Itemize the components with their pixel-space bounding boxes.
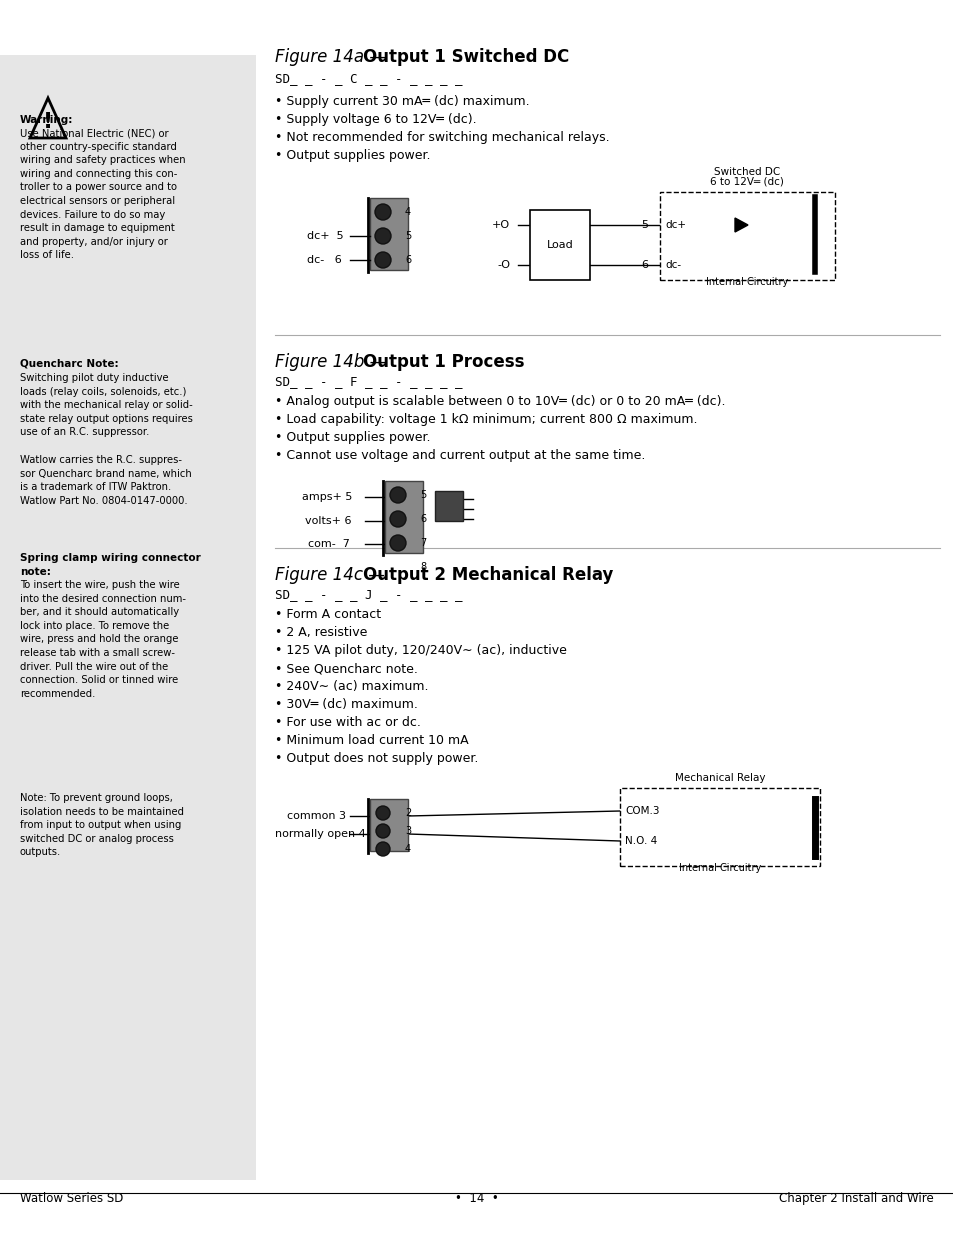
Text: com-  7: com- 7: [308, 538, 350, 550]
Text: • Output does not supply power.: • Output does not supply power.: [274, 752, 477, 764]
Text: 4: 4: [405, 207, 411, 217]
Text: dc-: dc-: [664, 261, 680, 270]
Text: common 3: common 3: [287, 811, 346, 821]
Text: Switched DC: Switched DC: [713, 167, 780, 177]
Text: 5: 5: [419, 490, 426, 500]
Text: amps+ 5: amps+ 5: [302, 492, 352, 501]
Circle shape: [375, 204, 391, 220]
Text: Figure 14a —: Figure 14a —: [274, 48, 391, 65]
Text: SD_ _ - _ C _ _ - _ _ _ _: SD_ _ - _ C _ _ - _ _ _ _: [274, 72, 462, 85]
Text: Output 2 Mechanical Relay: Output 2 Mechanical Relay: [363, 566, 613, 584]
Text: dc+  5: dc+ 5: [307, 231, 343, 241]
Text: normally open 4: normally open 4: [274, 829, 365, 839]
Bar: [385, 480, 422, 553]
Bar: [619, 788, 820, 866]
Circle shape: [375, 228, 391, 245]
Circle shape: [390, 487, 406, 503]
Text: N.O. 4: N.O. 4: [624, 836, 657, 846]
Text: 3: 3: [405, 826, 411, 836]
Text: • 30V═ (dc) maximum.: • 30V═ (dc) maximum.: [274, 698, 417, 711]
Circle shape: [390, 535, 406, 551]
Text: 8: 8: [419, 562, 426, 572]
Text: 4: 4: [405, 844, 411, 853]
Text: volts+ 6: volts+ 6: [305, 516, 351, 526]
Text: Switching pilot duty inductive
loads (relay coils, solenoids, etc.)
with the mec: Switching pilot duty inductive loads (re…: [20, 373, 193, 437]
Text: • Minimum load current 10 mA: • Minimum load current 10 mA: [274, 734, 468, 747]
Text: • Cannot use voltage and current output at the same time.: • Cannot use voltage and current output …: [274, 450, 644, 462]
Text: Output 1 Switched DC: Output 1 Switched DC: [363, 48, 569, 65]
Text: Figure 14b —: Figure 14b —: [274, 353, 391, 370]
Text: Note: To prevent ground loops,
isolation needs to be maintained
from input to ou: Note: To prevent ground loops, isolation…: [20, 793, 184, 857]
Text: 5: 5: [405, 231, 411, 241]
Text: Load: Load: [546, 240, 573, 249]
Circle shape: [375, 842, 390, 856]
Circle shape: [390, 511, 406, 527]
Text: 2: 2: [405, 808, 411, 818]
Bar: [659, 191, 834, 280]
Text: • Output supplies power.: • Output supplies power.: [274, 149, 430, 162]
Text: 7: 7: [419, 538, 426, 548]
Circle shape: [375, 252, 391, 268]
Text: Internal Circuitry: Internal Circuitry: [705, 277, 787, 287]
Text: dc-   6: dc- 6: [307, 254, 341, 266]
Circle shape: [375, 806, 390, 820]
Text: • Not recommended for switching mechanical relays.: • Not recommended for switching mechanic…: [274, 131, 609, 144]
Text: 6 to 12V═ (dc): 6 to 12V═ (dc): [709, 177, 783, 186]
Text: Quencharc Note:: Quencharc Note:: [20, 358, 118, 368]
Text: •  14  •: • 14 •: [455, 1192, 498, 1205]
Text: Use National Electric (NEC) or
other country-specific standard
wiring and safety: Use National Electric (NEC) or other cou…: [20, 128, 186, 261]
Circle shape: [375, 824, 390, 839]
Text: Watlow Series SD: Watlow Series SD: [20, 1192, 123, 1205]
Bar: [435, 492, 462, 521]
Text: Watlow carries the R.C. suppres-
sor Quencharc brand name, which
is a trademark : Watlow carries the R.C. suppres- sor Que…: [20, 454, 192, 506]
Text: Figure 14c —: Figure 14c —: [274, 566, 390, 584]
Bar: [530, 210, 589, 280]
Text: • 125 VA pilot duty, 120/240V∼ (ac), inductive: • 125 VA pilot duty, 120/240V∼ (ac), ind…: [274, 643, 566, 657]
Text: • Form A contact: • Form A contact: [274, 608, 381, 621]
Text: 6: 6: [419, 514, 426, 524]
Bar: [370, 799, 408, 851]
Text: 6: 6: [405, 254, 411, 266]
Text: Mechanical Relay: Mechanical Relay: [674, 773, 764, 783]
Text: Internal Circuitry: Internal Circuitry: [679, 863, 760, 873]
Text: Spring clamp wiring connector
note:: Spring clamp wiring connector note:: [20, 553, 200, 577]
Bar: [0, 56, 255, 1179]
Text: COM.3: COM.3: [624, 806, 659, 816]
Text: SD_ _ - _ _ J _ - _ _ _ _: SD_ _ - _ _ J _ - _ _ _ _: [274, 588, 462, 601]
Text: +O: +O: [492, 220, 510, 230]
Text: • For use with ac or dc.: • For use with ac or dc.: [274, 716, 420, 729]
Text: • Output supplies power.: • Output supplies power.: [274, 431, 430, 445]
Text: • Analog output is scalable between 0 to 10V═ (dc) or 0 to 20 mA═ (dc).: • Analog output is scalable between 0 to…: [274, 395, 724, 408]
Text: 5: 5: [640, 220, 647, 230]
Text: • Load capability: voltage 1 kΩ minimum; current 800 Ω maximum.: • Load capability: voltage 1 kΩ minimum;…: [274, 412, 697, 426]
Text: 6: 6: [640, 261, 647, 270]
Text: -O: -O: [497, 261, 510, 270]
Text: • See Quencharc note.: • See Quencharc note.: [274, 662, 417, 676]
Text: • 240V∼ (ac) maximum.: • 240V∼ (ac) maximum.: [274, 680, 428, 693]
Polygon shape: [734, 219, 747, 232]
Text: Output 1 Process: Output 1 Process: [363, 353, 524, 370]
Text: Chapter 2 Install and Wire: Chapter 2 Install and Wire: [779, 1192, 933, 1205]
Text: Warning:: Warning:: [20, 115, 73, 125]
Text: To insert the wire, push the wire
into the desired connection num-
ber, and it s: To insert the wire, push the wire into t…: [20, 580, 186, 699]
Bar: [370, 198, 408, 270]
Text: SD_ _ - _ F _ _ - _ _ _ _: SD_ _ - _ F _ _ - _ _ _ _: [274, 375, 462, 388]
Text: • Supply voltage 6 to 12V═ (dc).: • Supply voltage 6 to 12V═ (dc).: [274, 112, 476, 126]
Text: dc+: dc+: [664, 220, 685, 230]
Text: !: !: [43, 112, 53, 132]
Text: • 2 A, resistive: • 2 A, resistive: [274, 626, 367, 638]
Text: • Supply current 30 mA═ (dc) maximum.: • Supply current 30 mA═ (dc) maximum.: [274, 95, 529, 107]
